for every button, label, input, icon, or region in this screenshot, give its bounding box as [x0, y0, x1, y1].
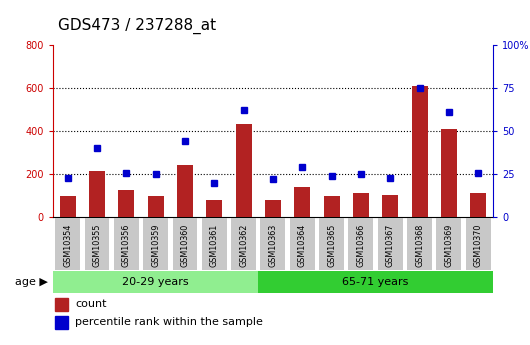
Bar [118, 190, 135, 217]
Text: 20-29 years: 20-29 years [122, 277, 189, 287]
Bar [265, 200, 281, 217]
FancyBboxPatch shape [407, 218, 432, 270]
Text: percentile rank within the sample: percentile rank within the sample [75, 317, 263, 327]
Bar [53, 271, 258, 293]
Bar [323, 196, 340, 217]
Text: GSM10354: GSM10354 [63, 224, 72, 267]
FancyBboxPatch shape [466, 218, 491, 270]
Bar [258, 271, 493, 293]
Text: GSM10366: GSM10366 [357, 224, 365, 267]
Bar [353, 193, 369, 217]
Bar [177, 165, 193, 217]
Bar [382, 195, 399, 217]
FancyBboxPatch shape [378, 218, 403, 270]
Text: GSM10367: GSM10367 [386, 224, 395, 267]
FancyBboxPatch shape [231, 218, 256, 270]
Text: GSM10364: GSM10364 [298, 224, 307, 267]
Text: GSM10361: GSM10361 [210, 224, 219, 267]
Text: GSM10368: GSM10368 [415, 224, 424, 267]
Bar [206, 200, 223, 217]
FancyBboxPatch shape [172, 218, 198, 270]
FancyBboxPatch shape [319, 218, 344, 270]
Text: GSM10355: GSM10355 [93, 224, 101, 267]
Bar [89, 171, 105, 217]
Text: GSM10360: GSM10360 [181, 224, 189, 267]
FancyBboxPatch shape [202, 218, 227, 270]
FancyBboxPatch shape [348, 218, 374, 270]
Text: GSM10359: GSM10359 [151, 224, 160, 267]
FancyBboxPatch shape [84, 218, 110, 270]
Text: GSM10365: GSM10365 [327, 224, 336, 267]
Text: GSM10363: GSM10363 [269, 224, 277, 267]
Bar [55, 316, 67, 329]
FancyBboxPatch shape [436, 218, 462, 270]
Bar [59, 196, 76, 217]
Bar [147, 196, 164, 217]
FancyBboxPatch shape [290, 218, 315, 270]
Bar [470, 193, 487, 217]
FancyBboxPatch shape [114, 218, 139, 270]
Text: GSM10369: GSM10369 [445, 224, 453, 267]
Text: GSM10362: GSM10362 [239, 224, 248, 267]
Bar [411, 86, 428, 217]
Text: count: count [75, 299, 107, 309]
Bar [55, 298, 67, 311]
FancyBboxPatch shape [260, 218, 286, 270]
Text: GSM10356: GSM10356 [122, 224, 131, 267]
Bar [441, 129, 457, 217]
Text: GSM10370: GSM10370 [474, 224, 483, 267]
Text: GDS473 / 237288_at: GDS473 / 237288_at [58, 18, 216, 34]
Bar [235, 124, 252, 217]
Text: age ▶: age ▶ [15, 277, 48, 287]
Bar [294, 187, 311, 217]
FancyBboxPatch shape [143, 218, 168, 270]
Text: 65-71 years: 65-71 years [342, 277, 409, 287]
FancyBboxPatch shape [55, 218, 80, 270]
